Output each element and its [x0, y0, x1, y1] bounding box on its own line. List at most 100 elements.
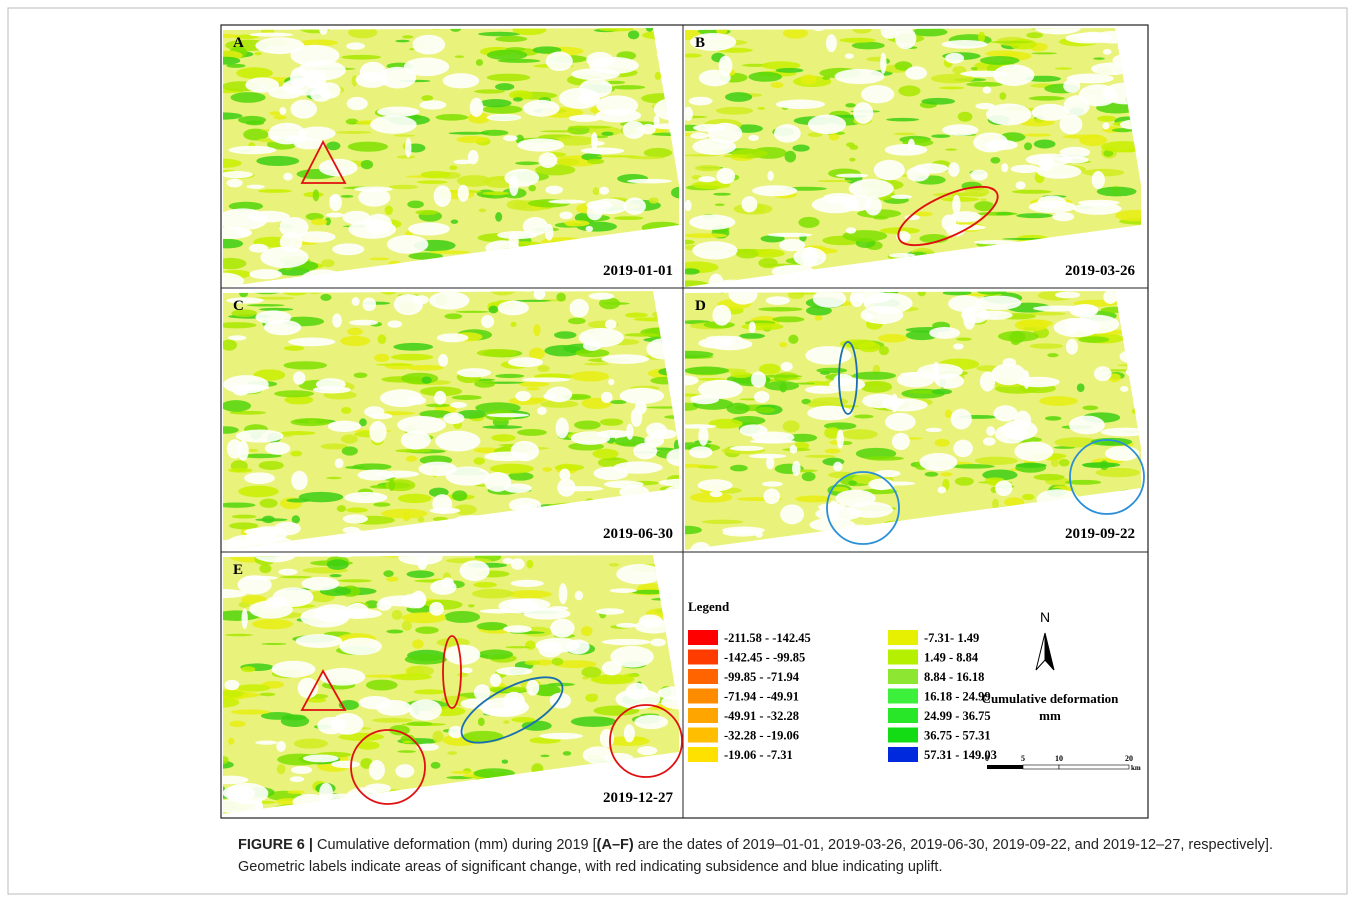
- terrain-gap: [716, 168, 736, 184]
- terrain: [386, 629, 404, 634]
- terrain-gap: [327, 420, 362, 432]
- terrain: [347, 141, 389, 152]
- terrain-gap: [1134, 108, 1141, 128]
- terrain: [420, 170, 451, 179]
- terrain: [1033, 473, 1065, 481]
- terrain: [714, 203, 725, 206]
- terrain-gap: [1118, 28, 1138, 42]
- terrain: [601, 778, 645, 787]
- terrain-gap: [728, 291, 758, 305]
- terrain: [248, 291, 286, 295]
- terrain-gap: [950, 211, 981, 223]
- terrain: [1117, 364, 1141, 367]
- terrain-gap: [312, 386, 351, 394]
- terrain-gap: [982, 437, 996, 446]
- terrain: [526, 559, 534, 569]
- terrain-gap: [826, 34, 837, 53]
- terrain: [223, 112, 243, 120]
- terrain: [1002, 237, 1045, 240]
- terrain-gap: [268, 86, 304, 99]
- terrain: [228, 201, 264, 211]
- terrain: [1081, 462, 1121, 468]
- terrain-gap: [685, 106, 694, 121]
- terrain: [995, 211, 1013, 216]
- terrain-gap: [950, 408, 972, 430]
- terrain: [582, 676, 590, 680]
- terrain: [878, 333, 908, 343]
- terrain: [957, 111, 973, 122]
- terrain: [471, 262, 505, 271]
- terrain-gap: [538, 152, 558, 169]
- terrain: [800, 74, 817, 85]
- terrain-gap: [741, 196, 758, 213]
- terrain: [1028, 311, 1066, 316]
- terrain: [1031, 52, 1058, 55]
- terrain: [326, 559, 349, 570]
- terrain: [274, 390, 315, 398]
- terrain-gap: [780, 504, 804, 525]
- terrain: [338, 732, 385, 741]
- terrain: [269, 111, 282, 116]
- terrain-gap: [457, 184, 469, 202]
- terrain-gap: [755, 530, 763, 538]
- terrain-gap: [539, 732, 583, 740]
- terrain: [567, 125, 613, 129]
- terrain: [226, 63, 246, 68]
- terrain-gap: [835, 489, 876, 508]
- terrain-gap: [545, 51, 573, 72]
- terrain: [416, 530, 428, 541]
- terrain: [547, 806, 586, 814]
- terrain: [432, 516, 449, 522]
- terrain: [406, 364, 444, 371]
- terrain-gap: [707, 122, 743, 144]
- terrain: [391, 353, 434, 361]
- terrain: [372, 555, 417, 558]
- terrain-gap: [1042, 264, 1055, 282]
- legend-swatch: [888, 688, 918, 704]
- terrain: [533, 269, 577, 279]
- terrain: [474, 447, 500, 454]
- terrain: [931, 388, 952, 395]
- terrain-gap: [813, 543, 845, 550]
- terrain-gap: [604, 319, 617, 330]
- terrain-gap: [698, 379, 743, 399]
- terrain-gap: [503, 528, 527, 549]
- terrain: [495, 212, 503, 222]
- terrain-gap: [619, 387, 664, 405]
- terrain: [652, 257, 679, 262]
- terrain-gap: [1119, 350, 1139, 363]
- terrain-gap: [809, 518, 856, 532]
- terrain: [472, 588, 514, 599]
- terrain-gap: [450, 401, 467, 408]
- terrain-gap: [1119, 119, 1141, 130]
- terrain-gap: [805, 346, 852, 365]
- legend-swatch: [688, 649, 718, 665]
- terrain-gap: [1069, 304, 1098, 318]
- terrain-gap: [368, 760, 386, 780]
- terrain: [893, 536, 913, 539]
- terrain-gap: [1065, 32, 1113, 44]
- terrain: [393, 134, 416, 137]
- terrain: [849, 157, 856, 162]
- terrain: [321, 259, 335, 268]
- terrain-gap: [974, 295, 1022, 311]
- terrain-gap: [545, 185, 563, 195]
- terrain: [590, 674, 635, 685]
- terrain-gap: [339, 637, 382, 656]
- terrain: [1111, 128, 1134, 133]
- terrain: [647, 368, 679, 379]
- terrain: [1023, 268, 1054, 279]
- terrain-gap: [537, 406, 547, 415]
- terrain: [894, 61, 913, 71]
- caption-text: Cumulative deformation (mm) during 2019 …: [317, 837, 597, 853]
- terrain-gap: [983, 256, 998, 270]
- terrain: [551, 657, 564, 666]
- terrain-gap: [467, 149, 479, 165]
- terrain-gap: [534, 260, 563, 276]
- terrain-gap: [788, 544, 802, 550]
- terrain: [340, 194, 354, 198]
- terrain: [472, 778, 493, 786]
- terrain-gap: [807, 114, 847, 135]
- terrain: [475, 59, 484, 66]
- terrain: [510, 321, 517, 328]
